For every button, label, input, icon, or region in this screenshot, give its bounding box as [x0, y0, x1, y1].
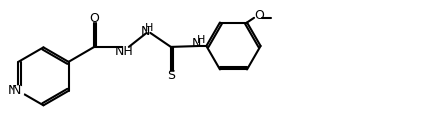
Text: H: H: [196, 35, 205, 45]
Text: H: H: [145, 23, 153, 33]
Text: N: N: [141, 25, 150, 38]
Text: O: O: [89, 12, 99, 25]
Text: N: N: [8, 84, 17, 97]
Text: N: N: [191, 37, 201, 50]
Text: N: N: [11, 84, 21, 97]
Text: NH: NH: [115, 45, 134, 58]
Text: O: O: [255, 10, 265, 23]
Text: S: S: [167, 69, 175, 82]
